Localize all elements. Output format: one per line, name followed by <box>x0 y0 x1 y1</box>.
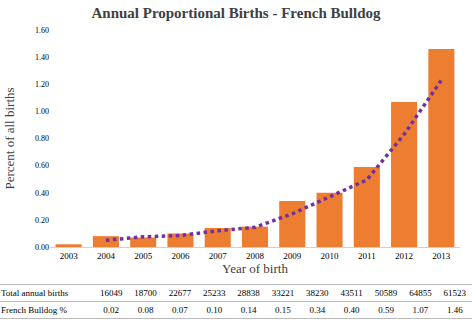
html-text:18700: 18700 <box>134 288 157 298</box>
svg-text:2005: 2005 <box>134 251 153 261</box>
svg-text:Percent of all births: Percent of all births <box>2 87 17 189</box>
svg-text:2011: 2011 <box>358 251 376 261</box>
svg-text:0.40: 0.40 <box>35 189 49 198</box>
html-text:25233: 25233 <box>203 288 226 298</box>
svg-text:2010: 2010 <box>321 251 340 261</box>
svg-text:Annual Proportional Births - F: Annual Proportional Births - French Bull… <box>91 5 381 21</box>
svg-text:1.00: 1.00 <box>35 107 49 116</box>
svg-text:2012: 2012 <box>395 251 413 261</box>
html-text:0.10: 0.10 <box>206 305 223 315</box>
html-text:43511: 43511 <box>340 288 363 298</box>
svg-text:1.40: 1.40 <box>35 53 49 62</box>
html-text:16049: 16049 <box>99 288 123 298</box>
svg-text:0.20: 0.20 <box>35 216 49 225</box>
html-text:38230: 38230 <box>306 288 329 298</box>
html-text:64855: 64855 <box>409 288 432 298</box>
html-text:0.07: 0.07 <box>172 305 188 315</box>
svg-text:2004: 2004 <box>97 251 116 261</box>
svg-text:0.00: 0.00 <box>35 243 49 252</box>
html-text:1.07: 1.07 <box>412 305 429 315</box>
html-text:French Bulldog %: French Bulldog % <box>1 305 67 315</box>
html-text:0.15: 0.15 <box>275 305 291 315</box>
html-text:0.59: 0.59 <box>378 305 394 315</box>
svg-text:0.60: 0.60 <box>35 161 49 170</box>
html-text:22677: 22677 <box>168 288 192 298</box>
svg-text:0.80: 0.80 <box>35 134 49 143</box>
html-text:50589: 50589 <box>374 288 398 298</box>
html-text:28838: 28838 <box>237 288 260 298</box>
html-text:0.40: 0.40 <box>343 305 360 315</box>
html-text:1.46: 1.46 <box>446 305 463 315</box>
html-text:Total annual births: Total annual births <box>1 288 69 298</box>
svg-text:2003: 2003 <box>60 251 79 261</box>
svg-text:2008: 2008 <box>246 251 265 261</box>
svg-text:1.20: 1.20 <box>35 80 49 89</box>
html-text:61523: 61523 <box>443 288 466 298</box>
html-text:0.34: 0.34 <box>309 305 326 315</box>
svg-text:Year of birth: Year of birth <box>222 261 288 276</box>
html-text:33221: 33221 <box>271 288 295 298</box>
html-text:0.08: 0.08 <box>137 305 154 315</box>
html-text:0.02: 0.02 <box>103 305 119 315</box>
svg-text:2009: 2009 <box>283 251 302 261</box>
svg-text:2006: 2006 <box>171 251 190 261</box>
html-text:0.14: 0.14 <box>240 305 257 315</box>
svg-text:2013: 2013 <box>432 251 451 261</box>
svg-text:2007: 2007 <box>209 251 228 261</box>
svg-text:1.60: 1.60 <box>35 26 49 35</box>
